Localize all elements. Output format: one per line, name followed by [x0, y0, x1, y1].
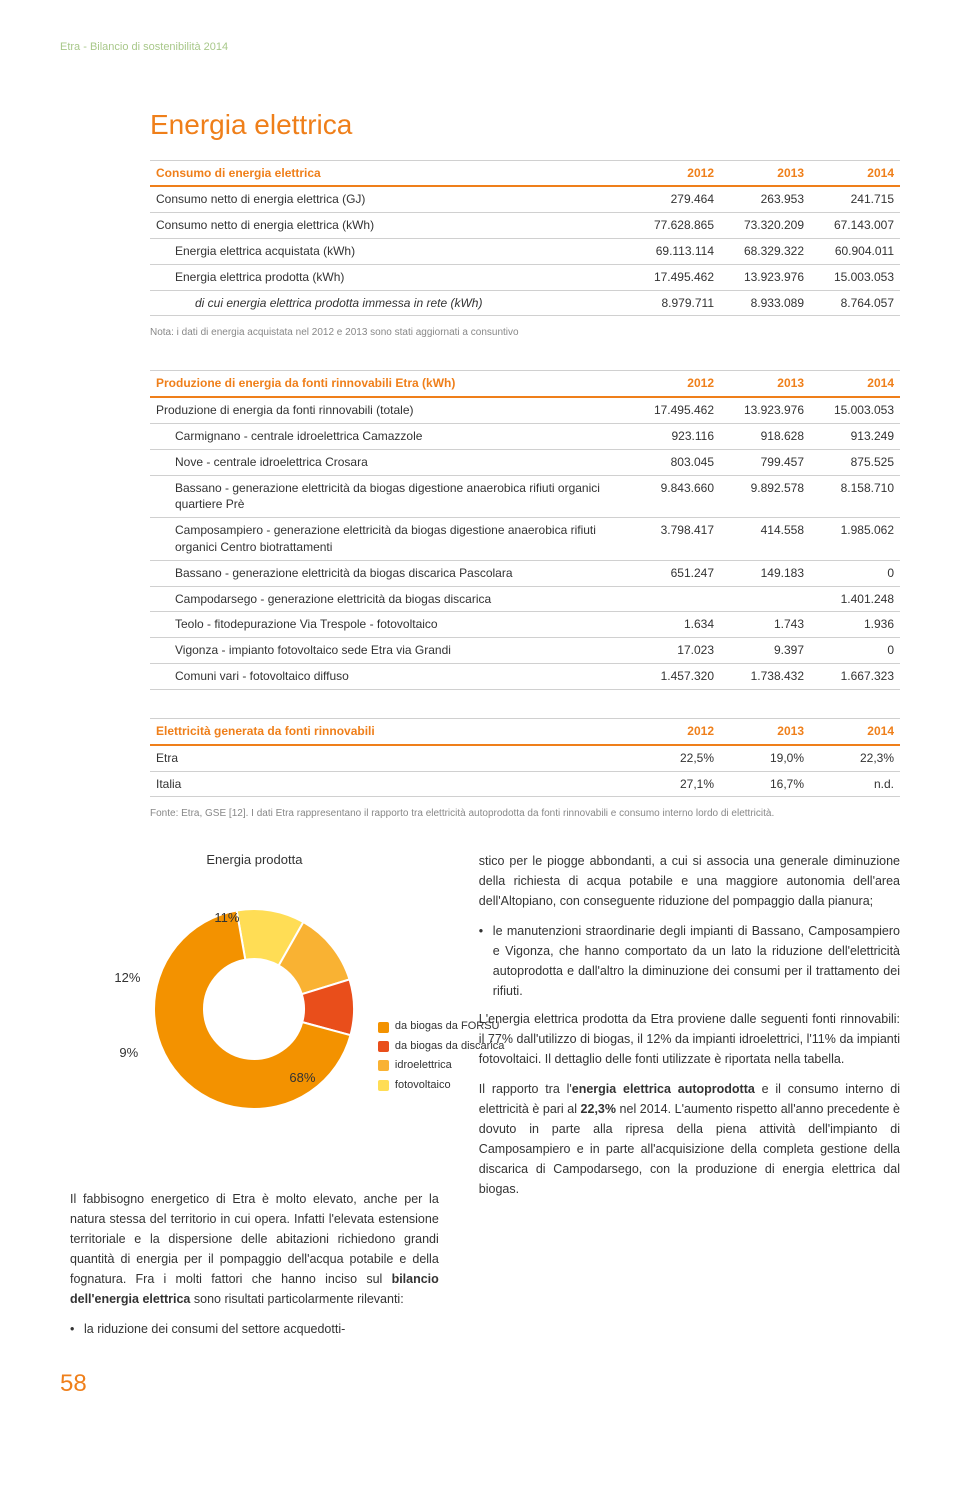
table-row: Carmignano - centrale idroelettrica Cama…	[150, 423, 900, 449]
table-row: Etra22,5%19,0%22,3%	[150, 745, 900, 771]
table1-note: Nota: i dati di energia acquistata nel 2…	[150, 326, 900, 340]
legend-item: idroelettrica	[378, 1058, 504, 1073]
table-row: Teolo - fitodepurazione Via Trespole - f…	[150, 612, 900, 638]
body-right-cont: stico per le piogge abbondanti, a cui si…	[479, 851, 900, 911]
donut-chart: 11% 12% 9% 68% da biogas da FORSUda biog…	[124, 879, 384, 1139]
donut-label-9: 9%	[119, 1044, 138, 1062]
table-row: di cui energia elettrica prodotta immess…	[150, 290, 900, 316]
page-number: 58	[60, 1367, 900, 1401]
bullet-left-1: la riduzione dei consumi del settore acq…	[70, 1319, 439, 1339]
table-row: Vigonza - impianto fotovoltaico sede Etr…	[150, 638, 900, 664]
table-production: Produzione di energia da fonti rinnovabi…	[150, 370, 900, 689]
text-bold: 22,3%	[581, 1102, 616, 1116]
table-renewable-share: Elettricità generata da fonti rinnovabil…	[150, 718, 900, 821]
body-left-p1: Il fabbisogno energetico di Etra è molto…	[70, 1189, 439, 1309]
running-header: Etra - Bilancio di sostenibilità 2014	[60, 40, 900, 55]
donut-label-68: 68%	[289, 1069, 315, 1087]
text-span: nel 2014. L'aumento rispetto all'anno pr…	[479, 1102, 900, 1196]
text-span: Il fabbisogno energetico di Etra è molto…	[70, 1192, 439, 1286]
table-consumption: Consumo di energia elettrica201220132014…	[150, 160, 900, 341]
table-row: Bassano - generazione elettricità da bio…	[150, 560, 900, 586]
legend-item: fotovoltaico	[378, 1078, 504, 1093]
body-right-p2b: Il rapporto tra l'energia elettrica auto…	[479, 1079, 900, 1199]
table-row: Energia elettrica acquistata (kWh)69.113…	[150, 238, 900, 264]
table-row: Camposampiero - generazione elettricità …	[150, 518, 900, 561]
table-row: Bassano - generazione elettricità da bio…	[150, 475, 900, 518]
table-row: Italia27,1%16,7%n.d.	[150, 771, 900, 797]
table-row: Comuni vari - fotovoltaico diffuso1.457.…	[150, 663, 900, 689]
donut-title: Energia prodotta	[60, 851, 449, 869]
donut-label-12: 12%	[114, 969, 140, 987]
table-row: Consumo netto di energia elettrica (GJ)2…	[150, 186, 900, 212]
bullet-right-2: le manutenzioni straordinarie degli impi…	[479, 921, 900, 1001]
section-title: Energia elettrica	[150, 105, 900, 144]
table-row: Energia elettrica prodotta (kWh)17.495.4…	[150, 264, 900, 290]
text-span: sono risultati particolarmente rilevanti…	[190, 1292, 403, 1306]
legend-item: da biogas da FORSU	[378, 1019, 504, 1034]
body-right-p2a: L'energia elettrica prodotta da Etra pro…	[479, 1009, 900, 1069]
table-row: Nove - centrale idroelettrica Crosara803…	[150, 449, 900, 475]
text-bold: energia elettrica autoprodotta	[572, 1082, 755, 1096]
table-row: Campodarsego - generazione elettricità d…	[150, 586, 900, 612]
donut-legend: da biogas da FORSU da biogas da discarica…	[378, 1019, 504, 1097]
table-row: Consumo netto di energia elettrica (kWh)…	[150, 213, 900, 239]
table-row: Produzione di energia da fonti rinnovabi…	[150, 397, 900, 423]
legend-item: da biogas da discarica	[378, 1039, 504, 1054]
table3-note: Fonte: Etra, GSE [12]. I dati Etra rappr…	[150, 807, 900, 821]
donut-label-11: 11%	[214, 909, 239, 927]
